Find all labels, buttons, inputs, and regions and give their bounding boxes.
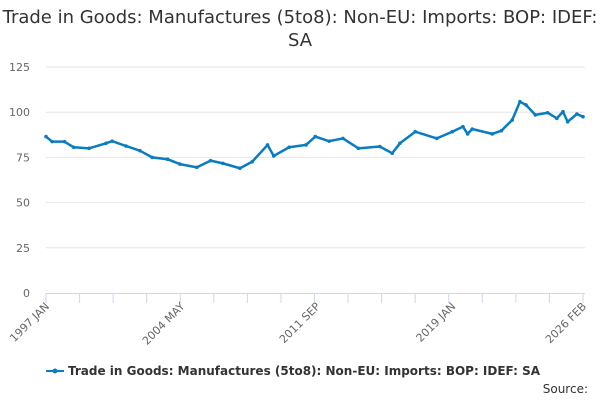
data-point xyxy=(413,129,418,134)
data-point xyxy=(545,110,550,115)
data-point xyxy=(238,166,242,171)
data-point xyxy=(510,118,515,122)
data-point xyxy=(194,165,199,170)
x-tick-label: 2019 JAN xyxy=(414,300,459,345)
data-point xyxy=(50,139,54,144)
x-tick-label: 2011 SEP xyxy=(277,300,323,346)
data-point xyxy=(461,124,465,129)
data-point xyxy=(304,143,308,147)
data-point xyxy=(44,134,48,139)
y-tick-label: 0 xyxy=(23,287,30,300)
data-point xyxy=(287,145,291,150)
data-point xyxy=(327,139,331,143)
data-point xyxy=(150,155,154,160)
data-point xyxy=(450,129,455,134)
legend[interactable]: Trade in Goods: Manufactures (5to8): Non… xyxy=(46,364,540,378)
chart-title: Trade in Goods: Manufactures (5to8): Non… xyxy=(2,7,598,51)
data-point xyxy=(533,113,538,117)
data-point xyxy=(271,154,276,158)
data-point xyxy=(565,119,570,124)
y-tick-label: 100 xyxy=(9,106,30,119)
data-point xyxy=(87,146,91,151)
data-point xyxy=(470,127,475,131)
data-point xyxy=(341,136,345,141)
y-tick-label: 50 xyxy=(16,197,30,210)
data-point xyxy=(435,136,439,141)
data-point xyxy=(575,112,579,116)
x-tick-label: 2026 FEB xyxy=(543,300,589,346)
data-point xyxy=(221,161,225,166)
data-point xyxy=(524,103,528,107)
data-point xyxy=(390,151,395,156)
data-point xyxy=(465,132,470,136)
data-point xyxy=(398,141,402,146)
legend-line-icon xyxy=(46,368,64,374)
data-point xyxy=(356,146,361,151)
y-tick-label: 25 xyxy=(16,242,30,255)
data-point xyxy=(378,144,382,149)
x-tick-label: 2004 MAY xyxy=(140,300,188,348)
data-point xyxy=(581,114,585,119)
data-point xyxy=(250,159,254,164)
data-point xyxy=(518,99,522,104)
data-point xyxy=(104,141,108,146)
data-point xyxy=(62,139,67,144)
data-point xyxy=(124,144,128,148)
y-tick-label: 125 xyxy=(9,61,30,74)
y-tick-label: 75 xyxy=(16,151,30,164)
data-point xyxy=(561,109,565,114)
data-point xyxy=(265,143,270,147)
data-point xyxy=(71,145,76,150)
data-point xyxy=(490,132,495,136)
data-point xyxy=(499,128,504,133)
series-line xyxy=(45,100,584,170)
data-point xyxy=(138,148,142,153)
x-tick-label: 1997 JAN xyxy=(7,300,52,345)
data-point xyxy=(178,162,182,166)
data-point xyxy=(208,158,213,163)
data-point xyxy=(555,116,559,121)
data-point xyxy=(313,134,318,139)
source-label: Source: xyxy=(542,382,588,396)
data-point xyxy=(110,139,114,143)
legend-label: Trade in Goods: Manufactures (5to8): Non… xyxy=(68,364,541,378)
data-point xyxy=(165,157,170,162)
